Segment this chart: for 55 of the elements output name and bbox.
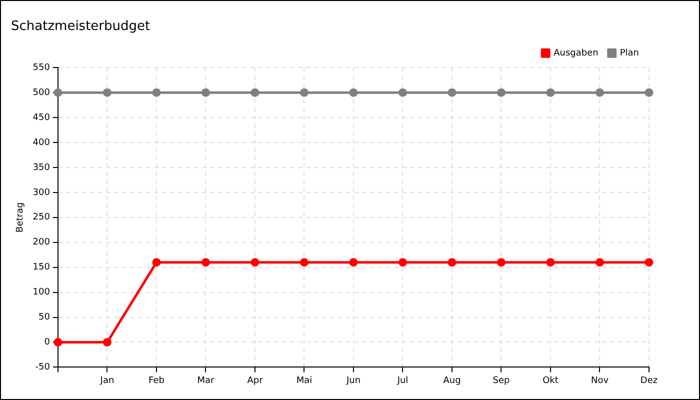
point [644,88,654,97]
y-tick-label: 350 [32,162,50,173]
y-tick-label: 300 [32,188,50,198]
point [349,258,358,267]
x-tick-label: Nov [590,376,610,386]
x-tick-label: Dez [640,376,658,386]
point [102,338,112,346]
legend-label: Plan [620,48,640,58]
point [250,88,260,97]
point [201,258,210,267]
point [102,88,112,97]
x-tick-label: Mai [296,376,312,386]
point [596,88,604,97]
point [644,258,654,267]
point [398,258,407,267]
y-tick-label: 500 [32,88,50,98]
chart-title: Schatzmeisterbudget [11,19,150,34]
point [546,88,555,97]
point [448,258,456,267]
y-axis-title: Betrag [16,202,26,232]
y-tick-label: 150 [32,262,50,273]
x-tick-label: Sep [492,376,510,386]
y-tick-label: -50 [35,362,50,373]
point [349,88,358,97]
point [546,258,555,267]
x-tick-label: Feb [148,376,165,386]
y-tick-label: 400 [32,138,50,148]
y-tick-label: 450 [32,112,50,123]
point [201,88,210,97]
point [398,88,407,97]
point [54,88,62,97]
point [496,258,506,267]
x-tick-label: Okt [542,376,559,386]
x-tick-label: Jul [396,376,408,386]
y-tick-label: 250 [32,212,50,223]
y-tick-label: 50 [38,312,50,323]
point [54,338,62,346]
x-tick-label: Aug [443,376,461,386]
point [596,258,604,267]
point [496,88,506,97]
x-tick-label: Apr [247,376,264,386]
x-tick-label: Jun [345,376,361,386]
y-tick-label: 550 [32,62,50,73]
point [300,88,308,97]
point [300,258,308,267]
point [152,88,161,97]
x-tick-label: Mar [197,376,215,386]
point [250,258,260,267]
y-tick-label: 200 [32,238,50,248]
x-tick-label: Jan [99,376,114,386]
point [152,258,161,267]
y-tick-label: 0 [44,338,50,348]
y-tick-label: 100 [32,288,50,298]
point [448,88,456,97]
legend-label: Ausgaben [554,48,598,58]
